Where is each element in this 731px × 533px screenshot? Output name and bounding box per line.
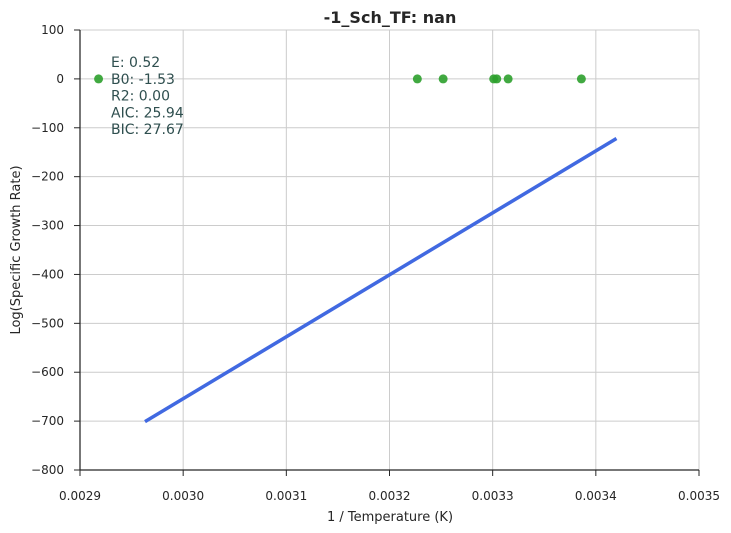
y-tick-label: 0: [56, 72, 64, 86]
annotation-line: AIC: 25.94: [111, 105, 184, 121]
data-point: [438, 74, 448, 84]
fit-line: [144, 137, 618, 424]
y-tick-label: −100: [31, 121, 64, 135]
y-tick-label: −600: [31, 365, 64, 379]
y-axis-ticks: 100 0 −100 −200 −300 −400 −500 −600 −700 −800: [31, 23, 80, 477]
data-point: [492, 74, 502, 84]
x-tick-label: 0.0030: [162, 489, 204, 503]
chart-title: -1_Sch_TF: nan: [324, 8, 457, 27]
y-tick-label: −800: [31, 463, 64, 477]
x-tick-label: 0.0034: [575, 489, 617, 503]
data-point: [94, 74, 104, 84]
y-tick-label: −500: [31, 316, 64, 330]
data-point: [503, 74, 513, 84]
x-axis-ticks: 0.0029 0.0030 0.0031 0.0032 0.0033 0.0034 0.00…: [59, 470, 720, 503]
annotation-line: BIC: 27.67: [111, 122, 184, 138]
y-tick-label: −700: [31, 414, 64, 428]
y-axis-label: Log(Specific Growth Rate): [9, 165, 24, 334]
annotation-line: B0: -1.53: [111, 72, 175, 88]
y-tick-label: −200: [31, 170, 64, 184]
y-tick-label: −300: [31, 219, 64, 233]
x-tick-label: 0.0032: [369, 489, 411, 503]
annotation-line: E: 0.52: [111, 55, 160, 71]
y-tick-label: −400: [31, 267, 64, 281]
x-tick-label: 0.0033: [472, 489, 514, 503]
plot-area: [94, 74, 618, 424]
y-tick-label: 100: [41, 23, 64, 37]
data-point: [576, 74, 586, 84]
annotation-line: R2: 0.00: [111, 89, 170, 105]
x-tick-label: 0.0035: [678, 489, 720, 503]
x-tick-label: 0.0031: [265, 489, 307, 503]
x-axis-label: 1 / Temperature (K): [327, 510, 453, 525]
data-point: [412, 74, 422, 84]
x-tick-label: 0.0029: [59, 489, 101, 503]
